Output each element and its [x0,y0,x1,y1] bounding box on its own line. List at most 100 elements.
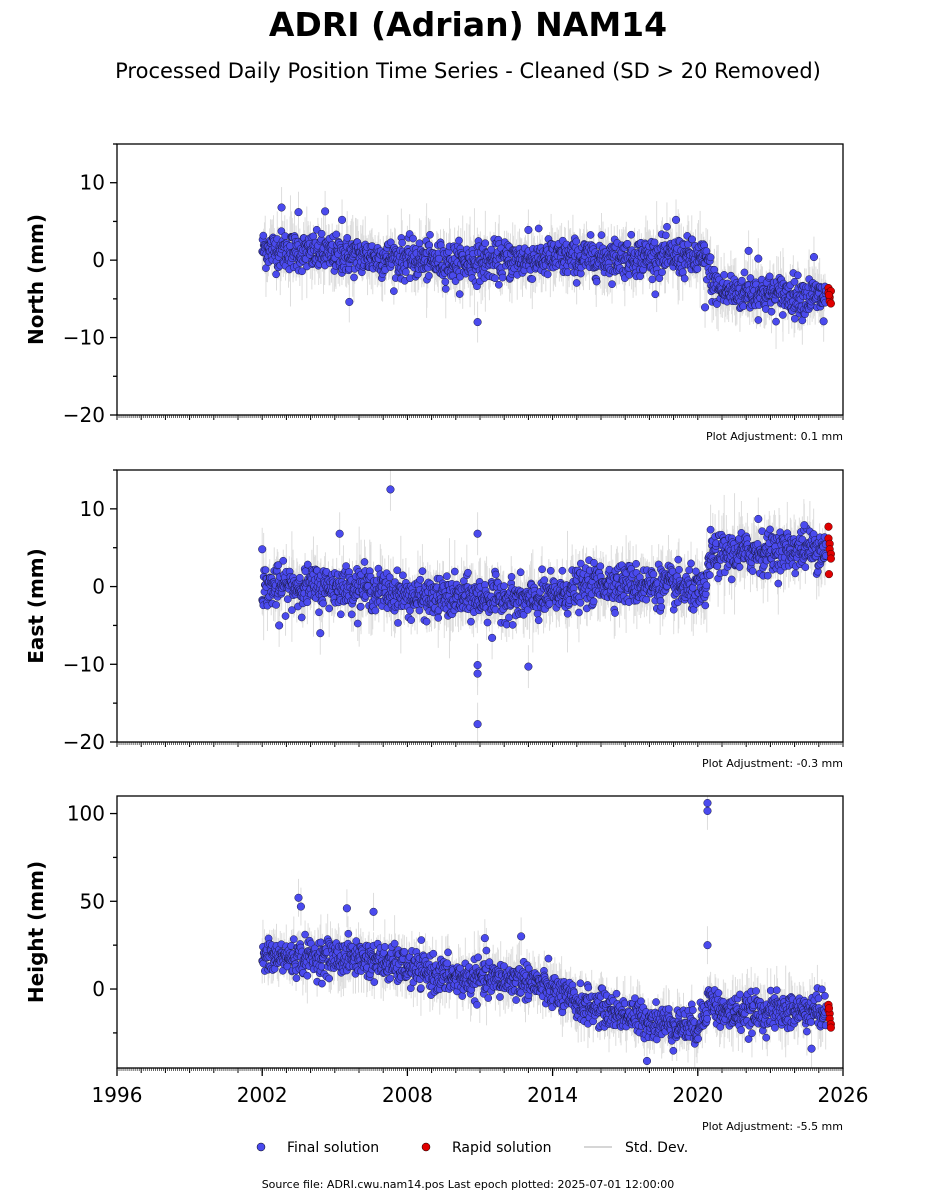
plot-adjustment-note: Plot Adjustment: 0.1 mm [706,430,843,443]
final-point [390,287,398,295]
final-point [623,239,632,248]
final-point [586,231,595,239]
final-outlier-point [294,208,303,217]
final-point [505,613,513,622]
final-point [487,245,496,254]
final-point [597,231,606,239]
final-point [706,525,715,534]
final-outlier-point [335,529,344,538]
final-point [693,265,702,273]
final-point [572,237,581,246]
final-outlier-point [754,254,763,263]
final-point [727,575,736,584]
final-point [261,566,270,574]
final-point [297,613,306,622]
panels-group: 10 0 −10 −20 North (mm) Plot Adjustment: 0.1 … [24,143,868,1133]
final-point [274,561,283,569]
final-point [317,229,326,238]
final-point [455,236,463,245]
final-point [793,271,802,280]
final-point [692,567,700,576]
final-point [746,274,755,282]
final-point [705,571,714,579]
final-point [739,302,748,311]
final-point [325,604,334,613]
final-outlier-point [386,485,395,494]
final-point [657,603,666,611]
final-point [399,571,407,580]
final-point [424,271,433,280]
final-point [416,575,425,584]
final-point [415,606,424,615]
final-point [450,567,459,576]
final-point [706,253,715,262]
final-outlier-point [473,529,482,538]
final-point [534,224,543,233]
final-point [393,566,402,575]
final-point [627,230,636,239]
final-point [790,314,799,323]
y-tick-label: −10 [63,326,105,350]
final-point [519,610,528,619]
final-point [508,621,517,629]
final-point [543,270,552,279]
final-point [661,231,670,240]
final-point [371,606,380,615]
final-point [720,271,728,279]
final-point [563,609,572,618]
plot-area [258,187,835,349]
final-point [500,582,508,590]
final-point [315,608,323,617]
final-outlier-point [524,225,533,234]
final-point [516,568,525,577]
final-point [754,316,763,324]
final-outlier-point [473,661,482,670]
final-outlier-point [744,246,753,255]
final-point [675,565,683,574]
final-point [498,273,507,282]
final-point [576,598,585,607]
final-point [592,277,601,286]
final-point [418,567,427,576]
final-point [740,268,749,277]
final-point [347,610,356,619]
final-point [558,566,567,575]
final-point [791,569,800,578]
final-point [494,280,503,289]
final-point [343,233,352,242]
final-outlier-point [701,303,710,312]
rapid-point [824,290,834,300]
final-point [409,234,417,243]
final-point [648,275,657,284]
final-outlier-point [316,629,325,638]
final-point [272,601,280,609]
final-point [481,239,490,248]
final-point [443,572,451,581]
final-point [281,612,290,620]
final-point [748,567,757,575]
y-tick-label: −20 [63,403,105,427]
final-point [663,222,671,231]
final-point [385,573,394,582]
final-point [674,555,683,564]
final-point [507,573,516,581]
final-point [575,608,583,617]
final-outlier-point [277,203,286,212]
final-outlier-point [345,297,354,307]
final-point [798,535,807,544]
final-point [702,581,711,590]
final-point [767,307,776,316]
final-point [394,619,402,627]
final-point [658,268,666,277]
final-point [319,599,327,608]
final-point [434,614,443,622]
y-tick-label: 0 [92,248,105,272]
final-point [590,559,598,567]
plot-area [258,470,835,742]
final-outlier-point [819,317,828,326]
final-point [589,597,598,606]
final-point [356,602,365,611]
final-point [259,231,268,240]
